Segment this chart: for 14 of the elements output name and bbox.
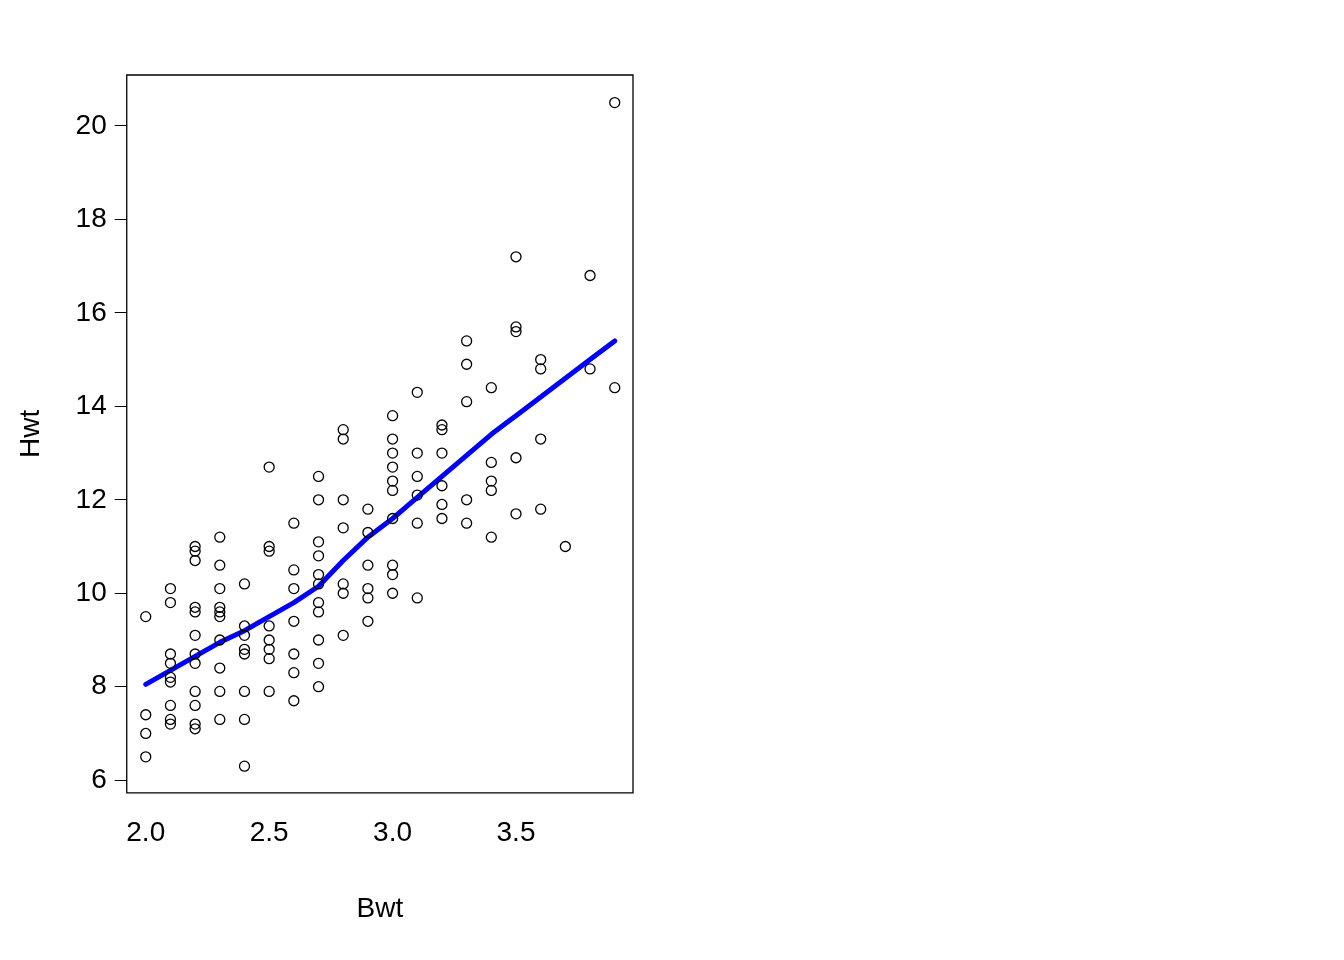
y-tick-label: 18 [75,202,107,234]
x-axis-title: Bwt [356,891,404,923]
y-tick-label: 12 [75,482,107,514]
x-tick-label: 3.5 [496,816,536,848]
y-tick-label: 14 [75,389,107,421]
y-axis-title: Hwt [13,409,45,459]
y-tick-label: 6 [91,762,107,794]
y-tick-label: 10 [75,575,107,607]
x-tick-label: 2.5 [249,816,289,848]
x-tick-label: 3.0 [373,816,413,848]
y-tick-label: 16 [75,295,107,327]
y-tick-label: 8 [91,669,107,701]
x-tick-label: 2.0 [126,816,166,848]
y-tick-label: 20 [75,108,107,140]
